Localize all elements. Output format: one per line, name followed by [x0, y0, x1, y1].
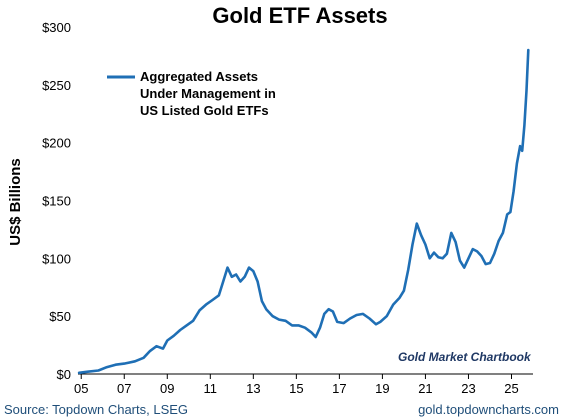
legend-line-3: US Listed Gold ETFs: [140, 103, 269, 118]
y-tick-label: $100: [42, 251, 71, 266]
x-tick-label: 25: [504, 381, 518, 396]
y-tick-label: $250: [42, 78, 71, 93]
chart-title: Gold ETF Assets: [212, 3, 387, 28]
x-tick-label: 11: [204, 381, 218, 396]
x-tick-label: 17: [332, 381, 346, 396]
x-tick-label: 13: [246, 381, 260, 396]
x-tick-label: 23: [461, 381, 475, 396]
y-tick-label: $300: [42, 20, 71, 35]
y-tick-label: $50: [49, 309, 71, 324]
y-tick-label: $200: [42, 136, 71, 151]
chartbook-watermark: Gold Market Chartbook: [398, 350, 532, 364]
site-url: gold.topdowncharts.com: [418, 402, 559, 417]
legend-line-1: Aggregated Assets: [140, 69, 258, 84]
gold-etf-aum-line: [77, 48, 530, 375]
y-tick-label: $150: [42, 194, 71, 209]
y-axis-label: US$ Billions: [7, 158, 24, 246]
x-tick-label: 21: [418, 381, 432, 396]
x-tick-label: 09: [160, 381, 174, 396]
x-axis: 05 07 09 11 13 15 17 19 21 23 25: [74, 374, 519, 396]
source-note: Source: Topdown Charts, LSEG: [4, 402, 188, 417]
x-tick-label: 15: [289, 381, 303, 396]
x-tick-label: 05: [74, 381, 88, 396]
x-tick-label: 19: [375, 381, 389, 396]
x-tick-label: 07: [117, 381, 131, 396]
series-layer: [77, 48, 530, 375]
y-tick-label: $0: [57, 367, 71, 382]
y-axis: $0 $50 $100 $150 $200 $250 $300: [42, 20, 71, 382]
legend-line-2: Under Management in: [140, 86, 276, 101]
